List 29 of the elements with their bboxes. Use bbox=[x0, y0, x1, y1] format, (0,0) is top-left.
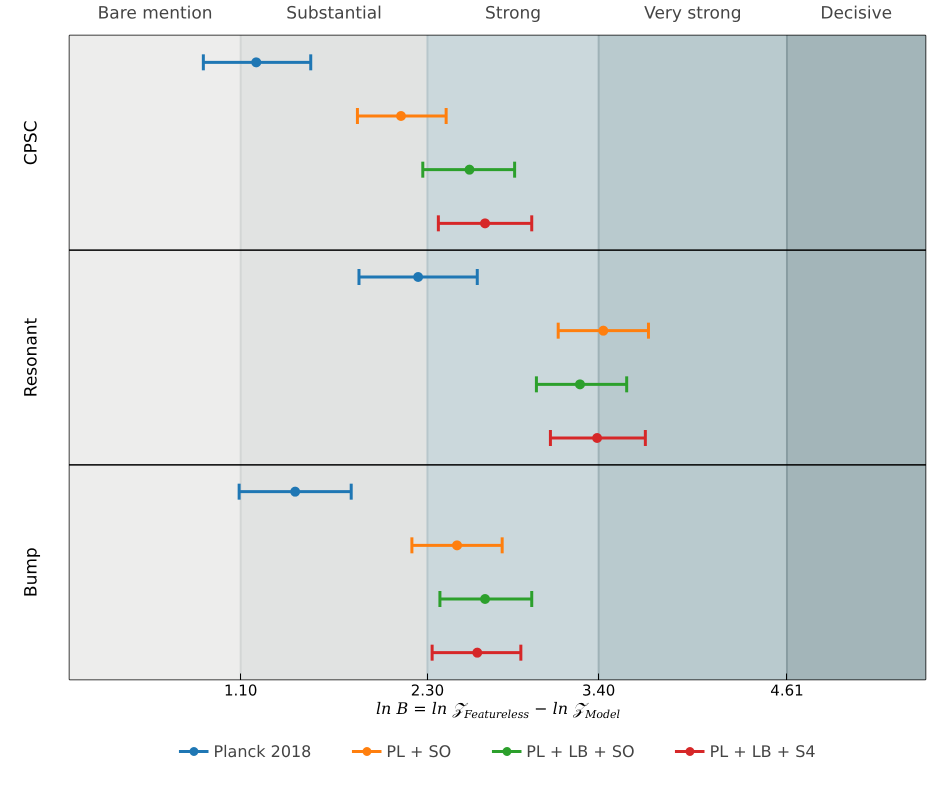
x-tick-label: 1.10 bbox=[224, 682, 258, 700]
point bbox=[592, 433, 602, 443]
point bbox=[290, 486, 300, 497]
point bbox=[480, 594, 490, 604]
legend-label: PL + LB + S4 bbox=[710, 742, 816, 760]
point bbox=[480, 218, 490, 228]
band-label: Substantial bbox=[286, 4, 382, 24]
point bbox=[574, 379, 585, 390]
point bbox=[472, 648, 482, 658]
band-label: Very strong bbox=[644, 4, 742, 24]
x-tick-label: 3.40 bbox=[582, 682, 616, 700]
point bbox=[413, 272, 424, 282]
legend-label: Planck 2018 bbox=[213, 742, 312, 760]
point bbox=[396, 111, 406, 121]
point bbox=[452, 540, 462, 550]
x-tick-label: 4.61 bbox=[770, 682, 804, 700]
point bbox=[464, 164, 474, 175]
point bbox=[598, 326, 608, 336]
legend-label: PL + SO bbox=[386, 742, 452, 760]
band-label: Strong bbox=[485, 4, 542, 24]
x-tick-label: 2.30 bbox=[410, 682, 444, 700]
text: Bump bbox=[22, 547, 42, 598]
band-label: Bare mention bbox=[98, 4, 213, 24]
text: Resonant bbox=[22, 317, 42, 398]
point bbox=[251, 57, 262, 68]
band-label: Decisive bbox=[820, 4, 892, 24]
legend-label: PL + LB + SO bbox=[526, 742, 635, 760]
text: CPSC bbox=[22, 120, 42, 166]
x-axis-title: ln B = ln 𝒵$_{Featureless}$ − ln 𝒵$_{Model}$ bbox=[376, 698, 620, 723]
